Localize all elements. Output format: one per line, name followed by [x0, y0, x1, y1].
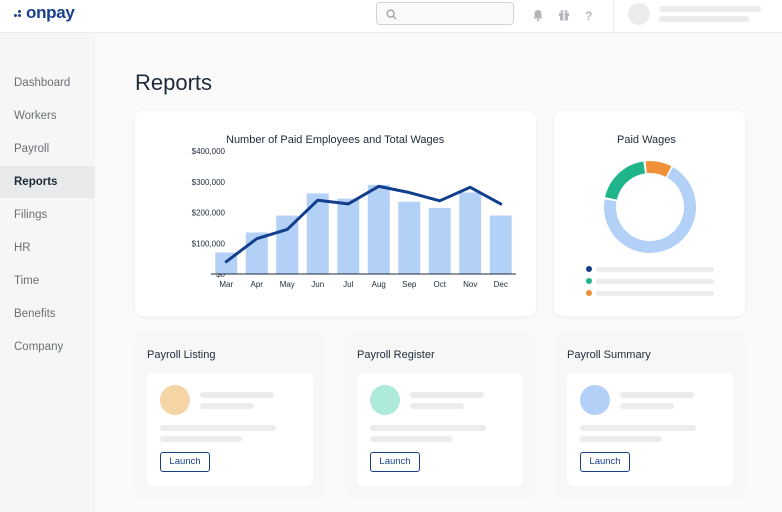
- sidebar-item-payroll[interactable]: Payroll: [14, 143, 50, 155]
- launch-button[interactable]: Launch: [370, 452, 420, 472]
- report-avatar-circle: [370, 385, 400, 415]
- report-preview: Launch: [147, 373, 313, 486]
- paid-wages-donut: [604, 161, 696, 253]
- x-tick-label: Dec: [494, 280, 508, 289]
- legend-dot: [586, 266, 592, 272]
- placeholder-line: [580, 436, 662, 442]
- bell-icon[interactable]: [531, 8, 545, 22]
- paid-wages-chart-card: Paid Wages: [554, 111, 745, 316]
- placeholder-line: [620, 392, 694, 398]
- help-icon[interactable]: ?: [582, 8, 596, 22]
- x-tick-label: Oct: [434, 280, 447, 289]
- y-tick-label: $300,000: [192, 178, 226, 187]
- logo-mark-icon: [14, 8, 24, 18]
- donut-slice-secondary: [604, 161, 696, 253]
- x-tick-label: Nov: [463, 280, 477, 289]
- user-company-placeholder: [659, 16, 749, 22]
- report-card-payroll-listing: Payroll Listing Launch: [134, 333, 326, 498]
- svg-text:?: ?: [585, 9, 592, 22]
- chart-title: Number of Paid Employees and Total Wages: [226, 134, 445, 146]
- bar-oct: [428, 207, 451, 274]
- y-tick-label: $100,000: [192, 239, 226, 248]
- placeholder-line: [370, 425, 486, 431]
- report-card-payroll-register: Payroll Register Launch: [344, 333, 536, 498]
- sidebar-item-filings[interactable]: Filings: [14, 209, 48, 221]
- onpay-logo[interactable]: onpay: [14, 3, 75, 22]
- donut-title: Paid Wages: [617, 134, 676, 146]
- launch-button[interactable]: Launch: [160, 452, 210, 472]
- placeholder-line: [370, 436, 452, 442]
- bar-sep: [398, 201, 421, 274]
- report-card-payroll-summary: Payroll Summary Launch: [554, 333, 746, 498]
- employees-wages-chart: $0$100,000$200,000$300,000$400,000MarApr…: [192, 147, 516, 289]
- x-tick-label: Apr: [251, 280, 264, 289]
- bar-may: [276, 215, 299, 274]
- placeholder-line: [410, 392, 484, 398]
- search-icon: [386, 9, 397, 20]
- report-title: Payroll Listing: [147, 349, 216, 361]
- placeholder-line: [200, 403, 254, 409]
- x-tick-label: Sep: [402, 280, 417, 289]
- launch-button[interactable]: Launch: [580, 452, 630, 472]
- y-tick-label: $400,000: [192, 147, 226, 156]
- placeholder-line: [620, 403, 674, 409]
- legend-placeholder: [596, 279, 714, 284]
- x-tick-label: Mar: [219, 280, 233, 289]
- donut-slice-primary: [604, 161, 696, 253]
- sidebar-item-dashboard[interactable]: Dashboard: [14, 77, 71, 89]
- report-preview: Launch: [357, 373, 523, 486]
- report-title: Payroll Register: [357, 349, 435, 361]
- placeholder-line: [580, 425, 696, 431]
- logo-text: onpay: [26, 3, 75, 22]
- x-tick-label: Aug: [372, 280, 386, 289]
- report-title: Payroll Summary: [567, 349, 651, 361]
- legend-placeholder: [596, 291, 714, 296]
- legend-dot: [586, 278, 592, 284]
- placeholder-line: [160, 436, 242, 442]
- bar-jul: [337, 198, 360, 274]
- page-title: Reports: [135, 70, 213, 95]
- gift-icon[interactable]: [557, 8, 571, 22]
- legend-placeholder: [596, 267, 714, 272]
- placeholder-line: [160, 425, 276, 431]
- bar-aug: [367, 184, 390, 274]
- sidebar-item-time[interactable]: Time: [14, 275, 40, 287]
- report-avatar-circle: [580, 385, 610, 415]
- sidebar-item-company[interactable]: Company: [14, 341, 64, 353]
- placeholder-line: [410, 403, 464, 409]
- bar-nov: [459, 192, 482, 274]
- user-avatar[interactable]: [628, 3, 650, 25]
- legend-dot: [586, 290, 592, 296]
- x-tick-label: Jul: [343, 280, 353, 289]
- employees-wages-chart-card: Number of Paid Employees and Total Wages…: [135, 111, 536, 316]
- y-tick-label: $200,000: [192, 209, 226, 218]
- top-bar: onpay ?: [0, 0, 782, 33]
- sidebar-item-workers[interactable]: Workers: [14, 110, 57, 122]
- x-tick-label: Jun: [311, 280, 324, 289]
- placeholder-line: [200, 392, 274, 398]
- employees-line: [224, 184, 503, 264]
- sidebar-item-benefits[interactable]: Benefits: [14, 308, 56, 320]
- header-divider: [613, 0, 614, 33]
- bar-dec: [489, 215, 512, 274]
- report-preview: Launch: [567, 373, 733, 486]
- user-name-placeholder: [659, 6, 761, 12]
- search-input[interactable]: [376, 2, 514, 25]
- bar-jun: [306, 193, 329, 274]
- sidebar-item-hr[interactable]: HR: [14, 242, 31, 254]
- sidebar: Dashboard Workers Payroll Reports Filing…: [0, 33, 95, 512]
- sidebar-item-reports[interactable]: Reports: [0, 166, 95, 198]
- report-avatar-circle: [160, 385, 190, 415]
- x-tick-label: May: [280, 280, 295, 289]
